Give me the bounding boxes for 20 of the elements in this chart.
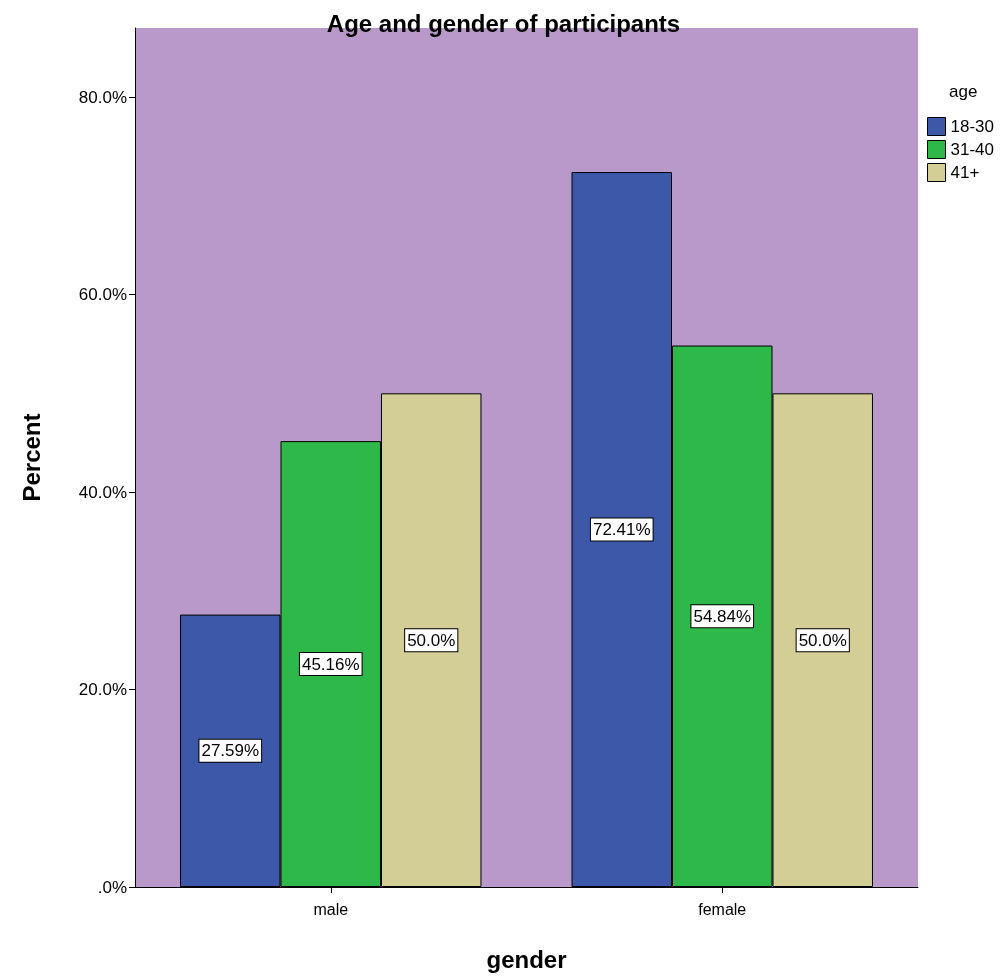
x-axis-title: gender xyxy=(486,945,567,973)
x-tick-label: male xyxy=(313,900,349,918)
y-tick-label: 60.0% xyxy=(78,285,127,305)
y-tick-label: 40.0% xyxy=(78,482,127,502)
data-label: 50.0% xyxy=(798,630,847,650)
data-label: 72.41% xyxy=(592,520,651,540)
y-axis-title: Percent xyxy=(17,413,45,502)
y-tick-label: 20.0% xyxy=(78,680,127,700)
data-label: 27.59% xyxy=(201,741,260,761)
data-label: 50.0% xyxy=(407,630,456,650)
x-tick-label: female xyxy=(698,900,747,918)
chart-title: Age and gender of participants xyxy=(326,9,681,37)
legend-title: age xyxy=(949,82,978,101)
data-label: 45.16% xyxy=(301,654,360,674)
y-tick-label: .0% xyxy=(97,877,127,897)
data-label: 54.84% xyxy=(693,606,752,626)
legend-label: 31-40 xyxy=(950,140,994,159)
legend-label: 18-30 xyxy=(950,117,994,136)
legend-label: 41+ xyxy=(950,163,980,182)
y-tick-label: 80.0% xyxy=(78,87,127,107)
